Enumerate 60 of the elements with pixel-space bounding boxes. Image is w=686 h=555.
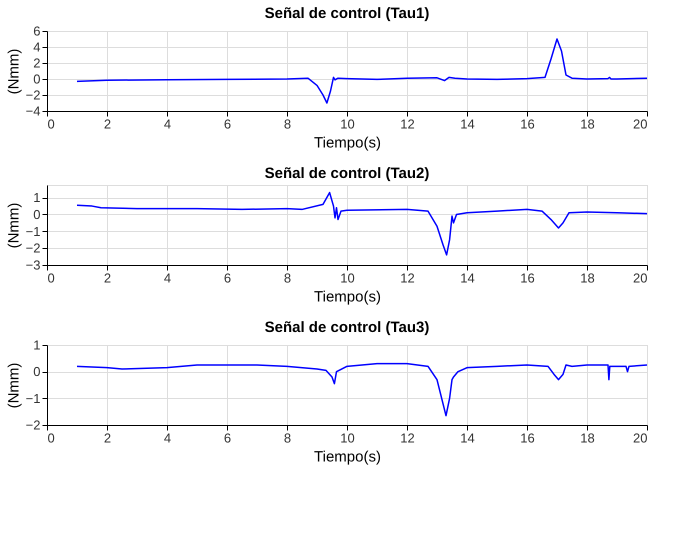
x-tick-label: 8	[284, 116, 292, 132]
x-axis-title: Tiempo(s)	[314, 288, 381, 306]
y-tick-label: 1	[33, 190, 40, 206]
y-tick-label: −1	[26, 224, 40, 239]
x-tick-label: 4	[164, 270, 172, 286]
y-tick-label: 6	[33, 24, 40, 38]
y-tick-label: 1	[33, 338, 40, 352]
x-tick-label: 0	[48, 270, 55, 286]
y-tick-label: −2	[26, 418, 40, 432]
y-tick-label: −3	[26, 258, 40, 272]
x-axis-title: Tiempo(s)	[314, 448, 381, 466]
x-axis-title: Tiempo(s)	[314, 134, 381, 152]
x-tick-label: 16	[520, 116, 535, 132]
x-tick-label: 12	[400, 116, 415, 132]
line-series	[76, 38, 648, 104]
x-tick-label: 6	[224, 270, 232, 286]
x-tick-label: 12	[400, 430, 415, 446]
x-tick-label: 20	[633, 430, 648, 446]
x-tick-label: 0	[48, 430, 55, 446]
x-tick-label: 4	[164, 430, 172, 446]
x-tick-label: 10	[340, 430, 355, 446]
x-tick-label: 10	[340, 270, 355, 286]
x-tick-label: 2	[104, 270, 112, 286]
x-tick-label: 18	[580, 116, 595, 132]
x-tick-label: 18	[580, 430, 595, 446]
x-tick-label: 6	[224, 116, 232, 132]
x-tick-label: 2	[104, 116, 112, 132]
x-tick-label: 14	[460, 116, 475, 132]
y-axis-title: (Nmm)	[6, 48, 23, 94]
x-tick-label: 12	[400, 270, 415, 286]
line-series	[76, 192, 648, 256]
x-tick-label: 0	[48, 116, 55, 132]
x-tick-label: 20	[633, 270, 648, 286]
x-tick-label: 8	[284, 270, 292, 286]
x-tick-label: 16	[520, 270, 535, 286]
x-tick-label: 2	[104, 430, 112, 446]
x-tick-label: 8	[284, 430, 292, 446]
line-series	[76, 362, 648, 416]
x-tick-label: 18	[580, 270, 595, 286]
y-tick-label: −4	[26, 104, 40, 118]
x-tick-label: 14	[460, 270, 475, 286]
x-tick-label: 14	[460, 430, 475, 446]
x-tick-label: 16	[520, 430, 535, 446]
y-tick-label: 4	[33, 40, 40, 54]
y-axis-title: (Nmm)	[6, 362, 23, 408]
y-tick-label: −2	[26, 88, 40, 102]
chart-title: Señal de control (Tau1)	[264, 5, 430, 22]
y-tick-label: 0	[33, 72, 40, 86]
x-tick-label: 6	[224, 430, 232, 446]
x-tick-label: 20	[633, 116, 648, 132]
y-tick-label: 0	[33, 364, 40, 380]
chart-title: Señal de control (Tau2)	[264, 165, 430, 182]
chart-title: Señal de control (Tau3)	[264, 319, 430, 336]
y-tick-label: 2	[33, 56, 40, 70]
x-tick-label: 4	[164, 116, 172, 132]
y-tick-label: 0	[33, 206, 40, 222]
y-tick-label: −1	[26, 390, 40, 406]
x-tick-label: 10	[340, 116, 355, 132]
y-tick-label: −2	[26, 240, 40, 256]
y-axis-title: (Nmm)	[6, 202, 23, 248]
